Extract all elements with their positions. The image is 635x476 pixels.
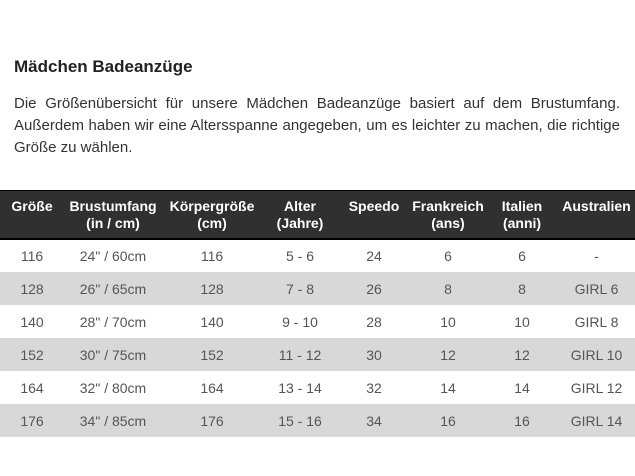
- size-table-cell: GIRL 12: [558, 371, 635, 404]
- size-table-row: 152 30" / 75cm 152 11 - 12 30 12 12 GIRL…: [0, 338, 635, 371]
- size-table-cell: 140: [0, 305, 64, 338]
- size-table-cell: GIRL 14: [558, 404, 635, 437]
- column-header-koerpergroesse: Körpergröße (cm): [162, 190, 262, 240]
- column-header-label: Australien: [562, 198, 631, 214]
- column-header-sublabel: (cm): [197, 215, 227, 231]
- size-table-header-row: Größe Brustumfang (in / cm) Körpergröße …: [0, 190, 635, 240]
- size-table-cell: 10: [486, 305, 558, 338]
- size-table-cell: 28" / 70cm: [64, 305, 162, 338]
- size-table-cell: 140: [162, 305, 262, 338]
- column-header-sublabel: (Jahre): [276, 215, 324, 231]
- page-title: Mädchen Badeanzüge: [14, 57, 193, 76]
- size-table-row: 128 26" / 65cm 128 7 - 8 26 8 8 GIRL 6: [0, 272, 635, 305]
- size-table-cell: 32: [338, 371, 410, 404]
- size-table-cell: 8: [410, 272, 486, 305]
- column-header-sublabel: (anni): [502, 215, 542, 231]
- column-header-brustumfang: Brustumfang (in / cm): [64, 190, 162, 240]
- size-table-cell: 152: [0, 338, 64, 371]
- column-header-label: Italien: [501, 198, 543, 214]
- size-table-row: 164 32" / 80cm 164 13 - 14 32 14 14 GIRL…: [0, 371, 635, 404]
- size-table-cell: 16: [486, 404, 558, 437]
- size-table-cell: 15 - 16: [262, 404, 338, 437]
- size-table-cell: 14: [410, 371, 486, 404]
- size-table-cell: 176: [162, 404, 262, 437]
- column-header-speedo: Speedo: [338, 190, 410, 240]
- size-table-cell: 11 - 12: [262, 338, 338, 371]
- size-table-cell: 34: [338, 404, 410, 437]
- column-header-frankreich: Frankreich (ans): [410, 190, 486, 240]
- column-header-australien: Australien: [558, 190, 635, 240]
- size-table-cell: 152: [162, 338, 262, 371]
- size-table-cell: 26: [338, 272, 410, 305]
- size-table-cell: 12: [410, 338, 486, 371]
- column-header-italien: Italien (anni): [486, 190, 558, 240]
- column-header-alter: Alter (Jahre): [262, 190, 338, 240]
- size-table-cell: 128: [0, 272, 64, 305]
- size-table-cell: 176: [0, 404, 64, 437]
- intro-section: Mädchen Badeanzüge Die Größenübersicht f…: [0, 0, 635, 159]
- size-table-cell: 5 - 6: [262, 239, 338, 272]
- intro-paragraph: Die Größenübersicht für unsere Mädchen B…: [14, 95, 620, 156]
- size-table-cell: 24: [338, 239, 410, 272]
- size-table-cell: GIRL 8: [558, 305, 635, 338]
- size-table-cell: 34" / 85cm: [64, 404, 162, 437]
- column-header-groesse: Größe: [0, 190, 64, 240]
- size-table-cell: 13 - 14: [262, 371, 338, 404]
- size-table-cell: 30: [338, 338, 410, 371]
- size-table-cell: 10: [410, 305, 486, 338]
- size-table-cell: 9 - 10: [262, 305, 338, 338]
- size-table-row: 140 28" / 70cm 140 9 - 10 28 10 10 GIRL …: [0, 305, 635, 338]
- size-table-cell: 16: [410, 404, 486, 437]
- size-table-cell: 14: [486, 371, 558, 404]
- size-table-cell: 7 - 8: [262, 272, 338, 305]
- column-header-label: Größe: [11, 198, 53, 214]
- size-table-cell: 164: [0, 371, 64, 404]
- size-table-cell: 28: [338, 305, 410, 338]
- size-table-cell: 6: [410, 239, 486, 272]
- column-header-label: Körpergröße: [169, 198, 255, 214]
- size-table-cell: GIRL 6: [558, 272, 635, 305]
- size-table-cell: 30" / 75cm: [64, 338, 162, 371]
- size-table: Größe Brustumfang (in / cm) Körpergröße …: [0, 190, 635, 437]
- size-table-row: 116 24" / 60cm 116 5 - 6 24 6 6 -: [0, 239, 635, 272]
- size-table-cell: 8: [486, 272, 558, 305]
- size-table-cell: 12: [486, 338, 558, 371]
- column-header-sublabel: (ans): [431, 215, 465, 231]
- size-table-cell: -: [558, 239, 635, 272]
- size-table-cell: 128: [162, 272, 262, 305]
- column-header-label: Frankreich: [412, 198, 484, 214]
- column-header-label: Speedo: [348, 198, 400, 214]
- size-table-cell: 164: [162, 371, 262, 404]
- size-table-cell: 116: [162, 239, 262, 272]
- size-table-body: 116 24" / 60cm 116 5 - 6 24 6 6 - 128 26…: [0, 239, 635, 437]
- column-header-label: Alter: [284, 198, 316, 214]
- size-table-header: Größe Brustumfang (in / cm) Körpergröße …: [0, 190, 635, 240]
- size-table-cell: 26" / 65cm: [64, 272, 162, 305]
- size-table-row: 176 34" / 85cm 176 15 - 16 34 16 16 GIRL…: [0, 404, 635, 437]
- column-header-sublabel: (in / cm): [86, 215, 140, 231]
- size-table-cell: 32" / 80cm: [64, 371, 162, 404]
- size-table-cell: GIRL 10: [558, 338, 635, 371]
- size-table-cell: 116: [0, 239, 64, 272]
- size-table-cell: 6: [486, 239, 558, 272]
- column-header-label: Brustumfang: [69, 198, 157, 214]
- size-table-cell: 24" / 60cm: [64, 239, 162, 272]
